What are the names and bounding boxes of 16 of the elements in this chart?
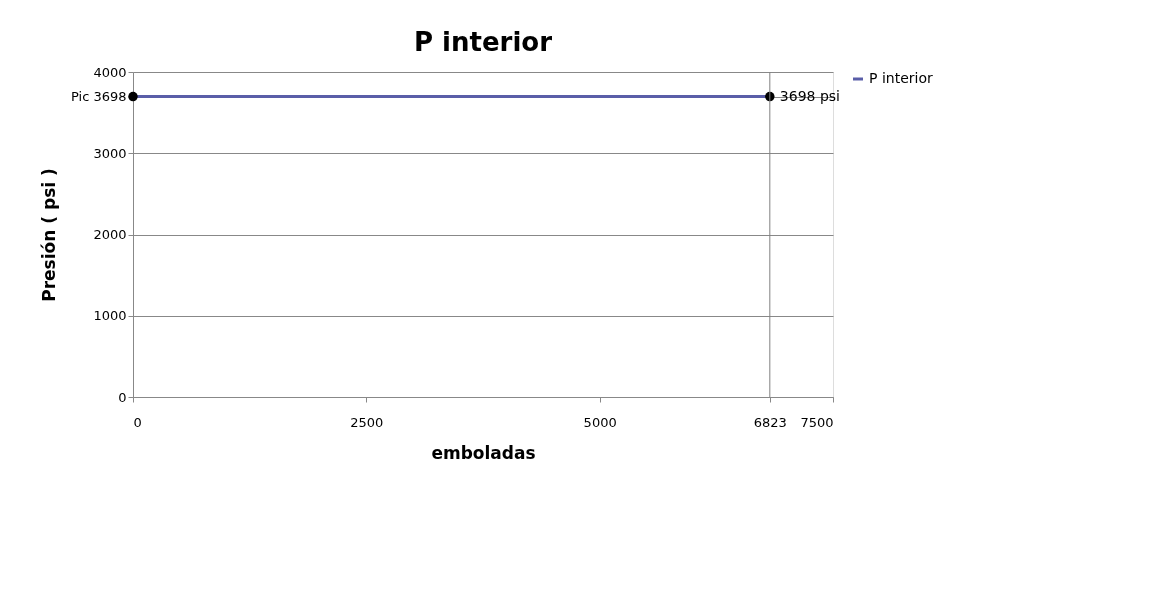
x-tick-label: 2500	[350, 414, 384, 430]
y-tick-label: 4000	[93, 64, 127, 80]
x-tick-label: 5000	[583, 414, 617, 430]
y-tick-label: 3000	[93, 145, 127, 161]
legend-label: P interior	[869, 70, 933, 86]
y-tick-label: Pic 3698	[70, 89, 127, 105]
chart-title: P interior	[413, 27, 553, 57]
x-axis-title: emboladas	[431, 442, 536, 463]
y-axis-title: Presión ( psi )	[38, 168, 59, 302]
y-tick-label: 1000	[93, 308, 127, 324]
y-tick-label: 0	[118, 389, 127, 405]
x-tick-label: 0	[133, 414, 142, 430]
y-tick-label: 2000	[93, 227, 127, 242]
annotation: 3698 psi	[779, 87, 840, 104]
x-tick-label: 6823	[753, 414, 787, 430]
x-tick-label: 7500	[800, 414, 834, 430]
